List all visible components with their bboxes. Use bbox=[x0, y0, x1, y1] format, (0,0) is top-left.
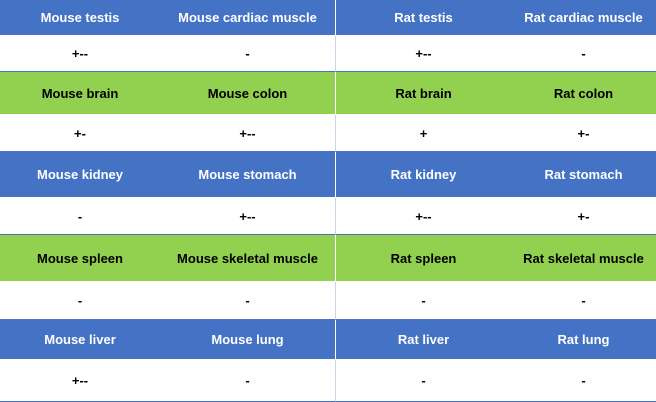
expression-value-cell: - bbox=[160, 282, 336, 320]
expression-value-cell: +-- bbox=[0, 36, 160, 72]
expression-value-cell: - bbox=[511, 360, 656, 402]
tissue-header-cell: Rat lung bbox=[511, 320, 656, 360]
expression-value-cell: - bbox=[160, 360, 336, 402]
tissue-header-cell: Rat kidney bbox=[336, 152, 511, 198]
tissue-header-cell: Rat skeletal muscle bbox=[511, 235, 656, 282]
expression-value-cell: - bbox=[0, 198, 160, 235]
expression-value-cell: +-- bbox=[160, 198, 336, 235]
tissue-header-cell: Mouse skeletal muscle bbox=[160, 235, 336, 282]
tissue-header-cell: Rat colon bbox=[511, 72, 656, 115]
tissue-header-cell: Rat stomach bbox=[511, 152, 656, 198]
expression-value-cell: +-- bbox=[160, 115, 336, 152]
expression-value-cell: +- bbox=[511, 115, 656, 152]
expression-value-cell: +-- bbox=[336, 36, 511, 72]
expression-value-cell: - bbox=[336, 282, 511, 320]
tissue-header-cell: Mouse colon bbox=[160, 72, 336, 115]
tissue-header-cell: Rat brain bbox=[336, 72, 511, 115]
expression-value-cell: + bbox=[336, 115, 511, 152]
expression-value-cell: +- bbox=[511, 198, 656, 235]
tissue-header-cell: Mouse liver bbox=[0, 320, 160, 360]
tissue-header-cell: Mouse cardiac muscle bbox=[160, 0, 336, 36]
tissue-header-cell: Mouse lung bbox=[160, 320, 336, 360]
expression-value-cell: +-- bbox=[0, 360, 160, 402]
tissue-header-cell: Rat liver bbox=[336, 320, 511, 360]
expression-value-cell: - bbox=[0, 282, 160, 320]
expression-value-cell: - bbox=[511, 36, 656, 72]
tissue-header-cell: Mouse stomach bbox=[160, 152, 336, 198]
tissue-header-cell: Rat spleen bbox=[336, 235, 511, 282]
expression-value-cell: +-- bbox=[336, 198, 511, 235]
tissue-header-cell: Rat cardiac muscle bbox=[511, 0, 656, 36]
expression-value-cell: +- bbox=[0, 115, 160, 152]
tissue-header-cell: Mouse testis bbox=[0, 0, 160, 36]
tissue-header-cell: Mouse brain bbox=[0, 72, 160, 115]
tissue-header-cell: Mouse spleen bbox=[0, 235, 160, 282]
tissue-header-cell: Mouse kidney bbox=[0, 152, 160, 198]
expression-value-cell: - bbox=[336, 360, 511, 402]
expression-value-cell: - bbox=[160, 36, 336, 72]
expression-value-cell: - bbox=[511, 282, 656, 320]
tissue-header-cell: Rat testis bbox=[336, 0, 511, 36]
